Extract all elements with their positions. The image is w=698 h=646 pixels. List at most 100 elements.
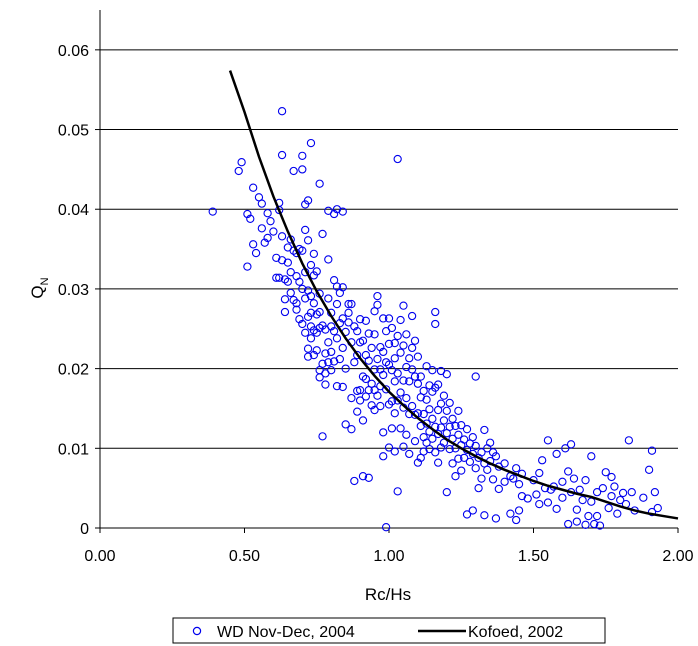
data-point <box>436 443 446 452</box>
y-tick-label: 0.06 <box>58 43 89 60</box>
data-point <box>355 315 365 324</box>
data-point <box>454 406 463 415</box>
x-tick-label: 1.50 <box>518 548 549 565</box>
data-point <box>500 477 509 486</box>
data-point <box>601 468 610 477</box>
data-point <box>402 393 411 403</box>
data-point <box>613 509 622 518</box>
data-point <box>514 480 524 489</box>
x-axis-title: Rc/Hs <box>365 585 411 604</box>
data-point <box>373 354 382 364</box>
data-point <box>451 421 460 431</box>
data-point <box>367 401 376 410</box>
data-point <box>431 307 440 317</box>
x-tick-label: 2.00 <box>662 548 693 565</box>
data-point <box>312 346 321 355</box>
data-point <box>303 196 313 205</box>
data-point <box>355 396 365 405</box>
data-point <box>306 260 316 270</box>
data-point <box>347 425 356 434</box>
data-point <box>471 464 480 473</box>
data-point <box>327 366 336 375</box>
data-point <box>627 487 636 497</box>
data-point <box>396 424 405 433</box>
data-point <box>283 258 292 267</box>
data-point <box>350 476 359 486</box>
data-point <box>332 381 342 391</box>
data-point <box>376 342 385 352</box>
data-point <box>396 348 405 357</box>
data-point <box>422 362 431 371</box>
data-point <box>390 338 399 348</box>
data-point <box>393 154 402 164</box>
x-tick-label: 1.00 <box>373 548 404 565</box>
data-point <box>422 419 431 428</box>
legend-marker-open-circle <box>192 626 202 636</box>
data-point <box>298 284 307 294</box>
data-point <box>543 436 553 445</box>
data-point <box>257 199 266 208</box>
data-point <box>321 349 330 358</box>
data-point <box>355 385 365 395</box>
data-point <box>474 483 483 493</box>
data-point <box>275 273 284 282</box>
data-point <box>410 436 420 446</box>
data-point <box>353 407 362 416</box>
data-point <box>506 509 515 518</box>
data-point <box>298 319 307 329</box>
data-point <box>381 358 391 367</box>
data-point <box>306 334 316 343</box>
data-point <box>405 354 414 363</box>
data-point <box>381 523 391 532</box>
data-point <box>324 338 333 347</box>
data-point <box>341 364 350 373</box>
data-point <box>309 299 319 308</box>
data-point <box>416 372 425 381</box>
data-point <box>442 406 451 415</box>
data-point <box>292 305 301 314</box>
data-point <box>295 277 304 286</box>
data-point <box>413 379 423 388</box>
data-point <box>309 249 319 259</box>
x-tick-label: 0.00 <box>84 548 115 565</box>
data-point <box>433 458 443 467</box>
data-point <box>327 322 336 331</box>
data-point <box>344 318 353 327</box>
data-point <box>598 483 608 493</box>
data-point <box>500 459 509 468</box>
data-point <box>402 430 411 439</box>
y-axis-title-subscript: N <box>39 277 51 285</box>
data-point <box>381 385 391 394</box>
data-point <box>407 401 417 411</box>
data-point <box>370 405 379 415</box>
data-point <box>358 336 368 345</box>
data-point <box>379 347 388 357</box>
data-point <box>283 277 292 286</box>
data-point <box>309 350 319 360</box>
data-point <box>286 288 295 298</box>
data-point <box>471 441 480 451</box>
legend-box <box>172 617 606 644</box>
data-point <box>364 356 373 365</box>
scatter-points <box>208 107 662 532</box>
data-point <box>399 442 408 451</box>
data-point <box>277 150 287 160</box>
data-point <box>581 476 590 485</box>
data-point <box>431 319 440 329</box>
data-point <box>312 267 321 276</box>
data-point <box>399 301 408 310</box>
data-point <box>457 421 466 430</box>
data-point <box>306 308 316 317</box>
data-point <box>485 438 495 447</box>
data-point <box>338 314 347 323</box>
data-point <box>246 214 255 223</box>
data-point <box>509 474 518 483</box>
data-point <box>436 399 446 408</box>
data-point <box>390 377 399 386</box>
data-point <box>552 449 561 459</box>
data-point <box>590 519 599 529</box>
data-point <box>338 343 347 353</box>
data-point <box>468 506 477 515</box>
data-point <box>581 520 590 529</box>
data-point <box>298 246 307 255</box>
